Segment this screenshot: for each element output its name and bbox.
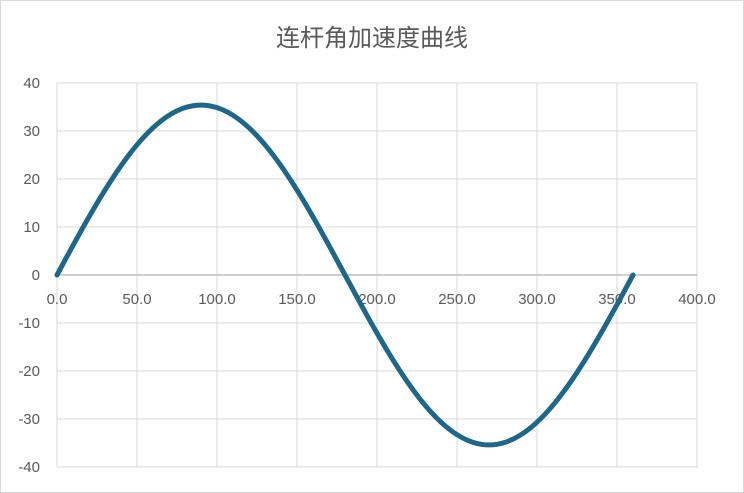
chart-title: 连杆角加速度曲线 [276, 24, 468, 52]
y-tick-label: -10 [18, 315, 40, 332]
y-tick-label: 20 [23, 171, 40, 188]
series-line [54, 102, 636, 448]
y-tick-label: -20 [18, 363, 40, 380]
x-tick-label: 200.0 [358, 291, 396, 308]
x-tick-label: 150.0 [278, 291, 316, 308]
x-tick-label: 50.0 [122, 291, 151, 308]
y-tick-label: 0 [32, 267, 40, 284]
x-tick-label: 100.0 [198, 291, 236, 308]
x-tick-label: 300.0 [518, 291, 556, 308]
y-tick-label: -40 [18, 459, 40, 476]
y-tick-label: 10 [23, 219, 40, 236]
y-tick-label: 40 [23, 75, 40, 92]
x-tick-label: 250.0 [438, 291, 476, 308]
y-tick-label: -30 [18, 411, 40, 428]
x-tick-label: 400.0 [678, 291, 716, 308]
x-tick-label: 0.0 [47, 291, 68, 308]
y-tick-label: 30 [23, 123, 40, 140]
